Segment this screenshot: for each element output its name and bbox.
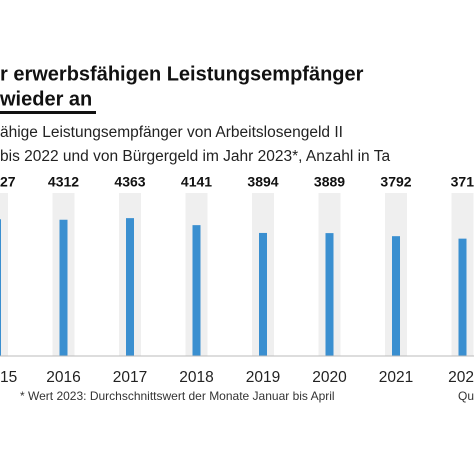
x-tick-label: 2021 [379, 369, 413, 386]
x-tick-label: 202 [448, 369, 474, 386]
x-tick-label: 15 [0, 369, 17, 386]
value-label: 4312 [48, 174, 79, 190]
x-tick-label: 2017 [113, 369, 147, 386]
bar [192, 225, 201, 356]
chart-subtitle: ähige Leistungsempfänger von Arbeitslose… [0, 124, 343, 141]
value-label: 3792 [380, 174, 411, 190]
x-tick-label: 2019 [246, 369, 280, 386]
chart-title: r erwerbsfähigen Leistungsempfänger [0, 63, 364, 85]
title-underline [0, 111, 96, 114]
bar [126, 218, 134, 356]
chart-subtitle: bis 2022 und von Bürgergeld im Jahr 2023… [0, 148, 390, 165]
bar [0, 219, 1, 356]
value-label: 3889 [314, 174, 345, 190]
bar [59, 219, 68, 356]
x-tick-label: 2020 [312, 369, 347, 386]
x-tick-label: 2016 [46, 369, 80, 386]
value-label: 27 [0, 174, 16, 190]
value-label: 4363 [114, 174, 145, 190]
footnote: * Wert 2023: Durchschnittswert der Monat… [20, 389, 335, 403]
bar [392, 236, 400, 356]
value-label: 3894 [247, 174, 278, 190]
value-label: 4141 [181, 174, 212, 190]
bar [458, 238, 467, 356]
source: Qu [458, 389, 474, 403]
bar [259, 232, 267, 356]
band [0, 193, 8, 356]
x-tick-label: 2018 [179, 369, 213, 386]
value-label: 371 [451, 174, 474, 190]
chart-title: wieder an [0, 88, 92, 110]
bar [325, 233, 334, 356]
